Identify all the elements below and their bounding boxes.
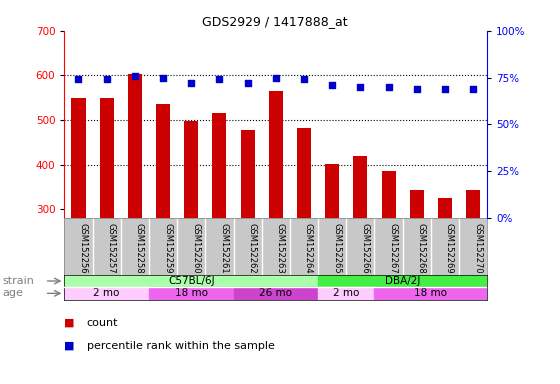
Point (469, 86, 478, 92)
Text: GSM152256: GSM152256 (78, 223, 87, 273)
Point (243, 80, 252, 86)
Bar (149, 287, 234, 300)
Bar (318, 287, 375, 300)
Point (215, 76, 224, 83)
Text: 18 mo: 18 mo (414, 288, 447, 298)
Text: ■: ■ (64, 341, 75, 351)
Bar (64, 275, 318, 287)
Bar (410, 190, 424, 218)
Text: GSM152261: GSM152261 (220, 223, 228, 273)
Bar (375, 287, 487, 300)
Bar (64, 287, 149, 300)
Bar (156, 104, 170, 218)
Text: GSM152262: GSM152262 (248, 223, 256, 273)
Text: GSM152260: GSM152260 (192, 223, 200, 273)
Bar (318, 275, 487, 287)
Bar (241, 130, 255, 218)
Text: GSM152259: GSM152259 (163, 223, 172, 273)
Bar (466, 190, 480, 218)
Text: strain: strain (3, 276, 35, 286)
Bar (128, 74, 142, 218)
Bar (297, 128, 311, 218)
Text: GSM152258: GSM152258 (135, 223, 144, 273)
Text: GSM152263: GSM152263 (276, 223, 285, 273)
Point (187, 80, 196, 86)
Text: age: age (3, 288, 24, 298)
Point (130, 73, 139, 79)
Point (102, 76, 111, 83)
Text: ■: ■ (64, 318, 75, 328)
Text: GSM152265: GSM152265 (332, 223, 341, 273)
Text: percentile rank within the sample: percentile rank within the sample (87, 341, 274, 351)
Bar (353, 156, 367, 218)
Bar (325, 164, 339, 218)
Text: GSM152266: GSM152266 (360, 223, 370, 273)
Text: 2 mo: 2 mo (333, 288, 360, 298)
Text: GSM152267: GSM152267 (389, 223, 398, 273)
Bar (212, 113, 226, 218)
Bar (184, 121, 198, 218)
Point (356, 84, 365, 90)
Point (384, 84, 393, 90)
Text: GSM152268: GSM152268 (417, 223, 426, 273)
Text: DBA/2J: DBA/2J (385, 276, 421, 286)
Point (412, 86, 421, 92)
Text: count: count (87, 318, 118, 328)
Point (158, 74, 167, 81)
Point (74, 76, 83, 83)
Bar (381, 171, 395, 218)
Text: GSM152269: GSM152269 (445, 223, 454, 273)
Point (271, 74, 280, 81)
Bar (438, 198, 452, 218)
Text: GSM152270: GSM152270 (473, 223, 482, 273)
Text: 2 mo: 2 mo (94, 288, 120, 298)
Bar (234, 287, 318, 300)
Text: GSM152264: GSM152264 (304, 223, 313, 273)
Bar (100, 98, 114, 218)
Text: 26 mo: 26 mo (259, 288, 292, 298)
Text: GSM152257: GSM152257 (106, 223, 116, 273)
Point (328, 82, 337, 88)
Bar (269, 91, 283, 218)
Text: GDS2929 / 1417888_at: GDS2929 / 1417888_at (202, 15, 347, 28)
Text: 18 mo: 18 mo (175, 288, 208, 298)
Point (300, 76, 309, 83)
Bar (72, 98, 86, 218)
Point (440, 86, 449, 92)
Text: C57BL/6J: C57BL/6J (168, 276, 214, 286)
